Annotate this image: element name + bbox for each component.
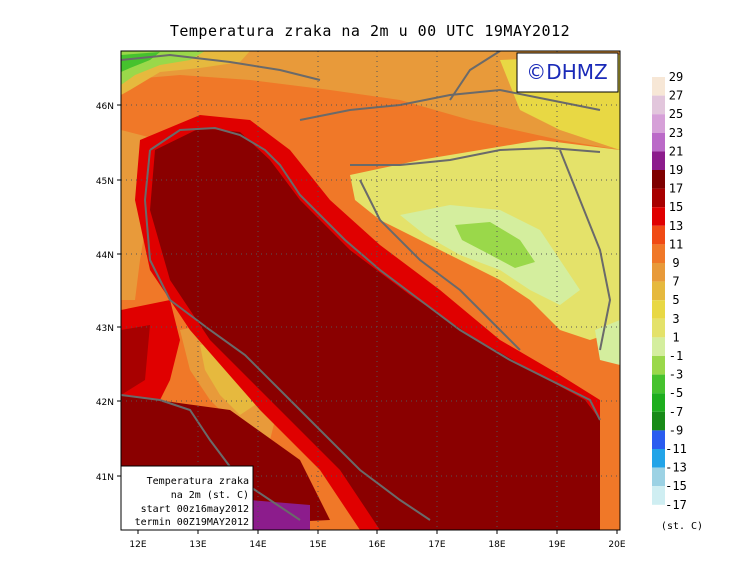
legend-swatch: [652, 356, 665, 375]
field-highland-pale-green: [400, 205, 580, 305]
coastline-italy-east: [143, 149, 431, 521]
legend-swatch: [652, 337, 665, 356]
legend-label: 1: [672, 330, 679, 344]
field-italy-inland-yellow: [200, 340, 255, 415]
coastline-italy-west: [121, 394, 301, 521]
legend-swatch: [652, 300, 665, 319]
lon-label: 13E: [189, 540, 206, 550]
grid-lines: [121, 51, 620, 530]
legend-swatch: [652, 151, 665, 170]
lon-label: 16E: [368, 540, 385, 550]
field-south-purple: [250, 500, 310, 530]
field-east-pale-green: [595, 320, 620, 365]
legend-label: -5: [669, 386, 683, 400]
legend-label: 15: [669, 200, 683, 214]
legend-swatch: [652, 132, 665, 152]
legend-label: 27: [669, 89, 683, 103]
legend-label: 5: [672, 293, 679, 307]
legend-label: -11: [665, 442, 687, 456]
info-line: na 2m (st. C): [171, 490, 249, 501]
legend-swatch: [652, 318, 665, 338]
legend-label: 13: [669, 219, 683, 233]
legend-unit: (st. C): [661, 521, 703, 532]
legend-swatch: [652, 207, 665, 226]
field-north-band: [121, 51, 620, 150]
legend-label: -1: [669, 349, 683, 363]
legend-label: 23: [669, 126, 683, 140]
legend-label: -15: [665, 479, 687, 493]
temperature-field: [121, 51, 620, 530]
field-highland-green: [455, 222, 535, 268]
latitude-labels: 46N 45N 44N 43N 42N 41N: [96, 102, 114, 483]
longitude-labels: 12E 13E 14E 15E 16E 17E 18E 19E 20E: [129, 540, 625, 550]
legend-swatch: [652, 430, 665, 449]
map-frame: [120, 50, 621, 531]
coastline-east-adriatic: [149, 126, 601, 421]
info-line: termin 00Z19MAY2012: [135, 517, 249, 528]
border-serbia: [559, 149, 612, 351]
dhmz-logo-text: ©DHMZ: [526, 60, 607, 84]
lat-label: 43N: [96, 324, 114, 334]
legend-swatch: [652, 225, 665, 245]
lon-label: 19E: [548, 540, 565, 550]
legend-label: 21: [669, 144, 683, 158]
legend-swatch: [652, 95, 665, 115]
info-line: Temperatura zraka: [147, 476, 249, 487]
legend-swatch: [652, 411, 665, 431]
legend-swatch: [652, 393, 665, 412]
legend-swatch: [652, 486, 665, 505]
lat-label: 45N: [96, 177, 114, 187]
legend-swatch: [652, 188, 665, 208]
legend-swatch: [652, 114, 665, 133]
lat-label: 42N: [96, 398, 114, 408]
color-legend: 29 27 25 23 21 19 17 15 13 11 9 7 5 3 1 -1 -3 -5 -7 -9 -11 -1…: [652, 70, 687, 512]
legend-swatch: [652, 170, 665, 189]
legend-label: -7: [669, 405, 683, 419]
coastlines-borders: [121, 51, 612, 521]
border-hungary: [449, 51, 501, 101]
legend-swatch: [652, 77, 665, 96]
legend-label: 9: [672, 256, 679, 270]
legend-swatch: [652, 449, 665, 468]
map-title: Temperatura zraka na 2m u 00 UTC 19MAY20…: [169, 22, 571, 40]
lat-label: 46N: [96, 102, 114, 112]
legend-label: 3: [672, 312, 679, 326]
legend-label: -17: [665, 498, 687, 512]
lat-label: 44N: [96, 251, 114, 261]
legend-label: 25: [669, 107, 683, 121]
legend-label: 19: [669, 163, 683, 177]
legend-swatch: [652, 281, 665, 301]
field-tyrrhenian-warm: [121, 325, 150, 395]
legend-label: 29: [669, 70, 683, 84]
lat-label: 41N: [96, 473, 114, 483]
border-alps: [121, 53, 321, 81]
legend-label: 11: [669, 237, 683, 251]
border-bosnia: [359, 179, 521, 351]
legend-label: -13: [665, 461, 687, 475]
lon-label: 18E: [488, 540, 505, 550]
legend-label: 7: [672, 275, 679, 289]
field-ionian-sea: [420, 430, 600, 530]
axis-ticks: [117, 104, 618, 534]
legend-swatch: [652, 467, 665, 487]
lon-label: 17E: [428, 540, 445, 550]
info-box: Temperatura zraka na 2m (st. C) start 00…: [120, 465, 254, 531]
legend-swatch: [652, 244, 665, 263]
field-adriatic-sea: [150, 128, 600, 530]
legend-label: 17: [669, 182, 683, 196]
info-line: start 00z16may2012: [141, 504, 249, 515]
legend-swatch: [652, 263, 665, 282]
lon-label: 15E: [309, 540, 326, 550]
legend-label: -3: [669, 368, 683, 382]
dhmz-logo: ©DHMZ: [516, 52, 619, 93]
legend-label: -9: [669, 423, 683, 437]
legend-swatch: [652, 374, 665, 394]
lon-label: 14E: [249, 540, 266, 550]
lon-label: 12E: [129, 540, 146, 550]
border-north: [299, 88, 601, 121]
lon-label: 20E: [608, 540, 625, 550]
border-sava: [350, 146, 601, 166]
